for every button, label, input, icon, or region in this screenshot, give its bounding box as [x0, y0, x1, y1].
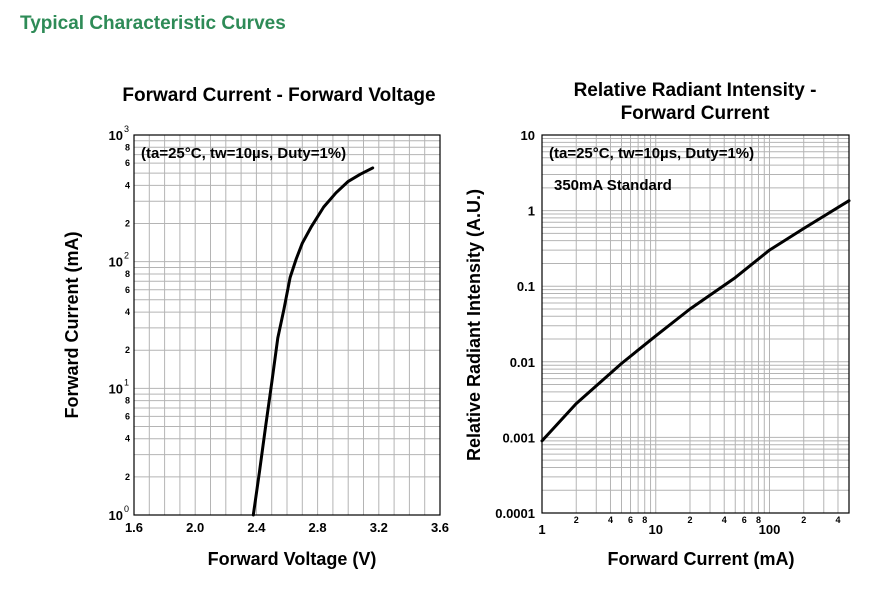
chart1-curve-group [251, 166, 375, 517]
chart2-title: Relative Radiant Intensity -Forward Curr… [574, 80, 817, 124]
chart1-y-tick-base: 10 [109, 255, 123, 270]
chart1-y-minor-tick-label: 2 [125, 472, 130, 482]
chart2-x-minor-tick-label: 8 [756, 515, 761, 525]
chart2-x-minor-tick-label: 2 [687, 515, 692, 525]
chart2-curve-group [540, 199, 851, 443]
chart1-x-axis-label: Forward Voltage (V) [208, 549, 377, 569]
chart1-x-tick-label: 2.4 [247, 520, 266, 535]
chart-radiant-intensity-current: Relative Radiant Intensity -Forward Curr… [464, 80, 851, 569]
chart2-series-line [540, 199, 851, 443]
chart1-y-tick-base: 10 [109, 128, 123, 143]
chart2-annotation-conditions: (ta=25°C, tw=10µs, Duty=1%) [549, 145, 754, 162]
chart2-x-tick-label: 100 [759, 522, 781, 537]
chart1-y-minor-tick-label: 2 [125, 345, 130, 355]
chart2-x-minor-tick-label: 6 [742, 515, 747, 525]
chart1-y-tick-base: 10 [109, 381, 123, 396]
chart2-x-axis-label: Forward Current (mA) [607, 549, 794, 569]
chart1-y-minor-tick-label: 8 [125, 142, 130, 152]
chart2-y-tick-label: 10 [521, 128, 535, 143]
chart2-y-tick-label: 0.01 [510, 355, 535, 370]
chart1-y-minor-tick-label: 8 [125, 396, 130, 406]
chart1-y-tick-exp: 3 [124, 124, 129, 134]
chart2-x-minor-tick-label: 8 [642, 515, 647, 525]
chart2-x-tick-label: 1 [538, 522, 545, 537]
chart2-x-tick-label: 10 [649, 522, 663, 537]
chart2-y-tick-label: 1 [528, 204, 535, 219]
chart2-x-minor-tick-label: 4 [835, 515, 840, 525]
chart1-y-axis-label: Forward Current (mA) [62, 231, 82, 418]
chart1-grid [133, 135, 441, 516]
chart2-y-tick-label: 0.0001 [495, 506, 535, 521]
chart2-annotation-standard: 350mA Standard [554, 177, 672, 194]
chart2-x-minor-tick-label: 2 [574, 515, 579, 525]
chart1-x-tick-label: 2.8 [309, 520, 327, 535]
chart2-y-axis-label: Relative Radiant Intensity (A.U.) [464, 189, 484, 461]
chart1-plot-frame [133, 134, 441, 516]
chart1-y-minor-tick-label: 8 [125, 269, 130, 279]
chart1-y-minor-tick-label: 6 [125, 411, 130, 421]
chart1-y-minor-tick-label: 6 [125, 285, 130, 295]
chart1-annotation-conditions: (ta=25°C, tw=10µs, Duty=1%) [141, 145, 346, 162]
chart1-y-minor-tick-label: 4 [125, 180, 130, 190]
chart2-x-minor-tick-label: 4 [608, 515, 613, 525]
chart1-y-minor-tick-label: 2 [125, 219, 130, 229]
chart1-title: Forward Current - Forward Voltage [122, 85, 435, 106]
chart2-y-tick-label: 0.001 [502, 430, 535, 445]
chart1-y-tick-exp: 0 [124, 504, 129, 514]
chart1-y-minor-tick-label: 4 [125, 434, 130, 444]
chart1-series-line [251, 166, 375, 517]
chart1-y-tick-exp: 2 [124, 251, 129, 261]
chart1-y-minor-tick-label: 6 [125, 158, 130, 168]
chart-forward-current-voltage: Forward Current - Forward Voltage 1.6 2.0… [62, 85, 449, 569]
chart2-y-tick-label: 0.1 [517, 279, 535, 294]
chart1-x-tick-label: 3.2 [370, 520, 388, 535]
chart2-x-minor-tick-label: 2 [801, 515, 806, 525]
chart2-x-minor-tick-label: 4 [722, 515, 727, 525]
chart1-y-tick-base: 10 [109, 508, 123, 523]
chart1-x-tick-label: 1.6 [125, 520, 143, 535]
chart1-x-tick-label: 3.6 [431, 520, 449, 535]
chart1-x-tick-label: 2.0 [186, 520, 204, 535]
chart1-y-tick-exp: 1 [124, 377, 129, 387]
chart1-y-minor-tick-label: 4 [125, 307, 130, 317]
chart2-x-minor-tick-label: 6 [628, 515, 633, 525]
chart2-plot-frame [541, 134, 850, 514]
page-heading: Typical Characteristic Curves [20, 13, 286, 34]
